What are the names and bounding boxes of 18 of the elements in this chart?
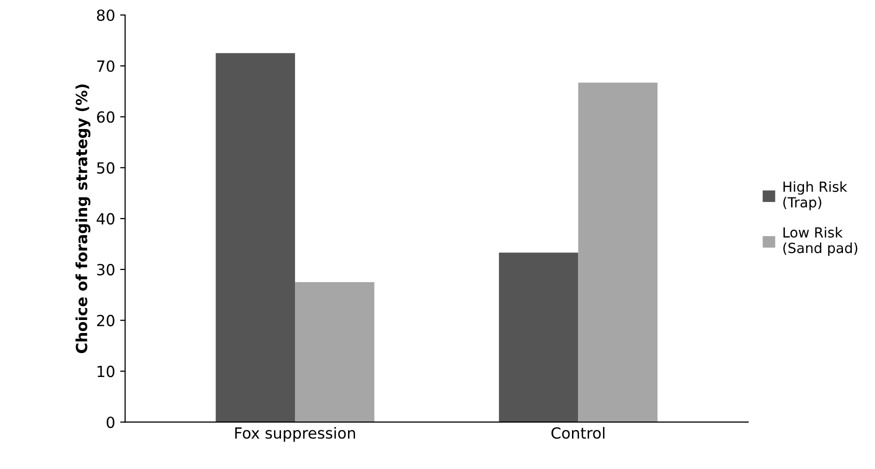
bar xyxy=(578,82,658,422)
y-tick-label: 70 xyxy=(97,60,114,72)
bar xyxy=(216,53,296,422)
y-axis-title: Choice of foraging strategy (%) xyxy=(76,84,90,354)
y-tick-label: 80 xyxy=(97,9,114,22)
y-tick-label: 40 xyxy=(96,213,114,225)
bar xyxy=(498,252,578,422)
y-tick-label: 0 xyxy=(106,416,114,428)
bar xyxy=(295,282,374,422)
y-tick-label: 30 xyxy=(97,264,114,276)
legend-label: Low Risk (Sand pad) xyxy=(783,226,858,256)
y-tick-label: 50 xyxy=(97,162,114,174)
legend-label: High Risk (Trap) xyxy=(783,181,848,210)
y-tick-label: 20 xyxy=(97,314,114,326)
x-tick-label: Fox suppression xyxy=(235,426,356,442)
x-tick-label: Control xyxy=(551,426,604,439)
y-tick-label: 60 xyxy=(97,111,114,123)
y-tick-label: 10 xyxy=(98,366,114,378)
